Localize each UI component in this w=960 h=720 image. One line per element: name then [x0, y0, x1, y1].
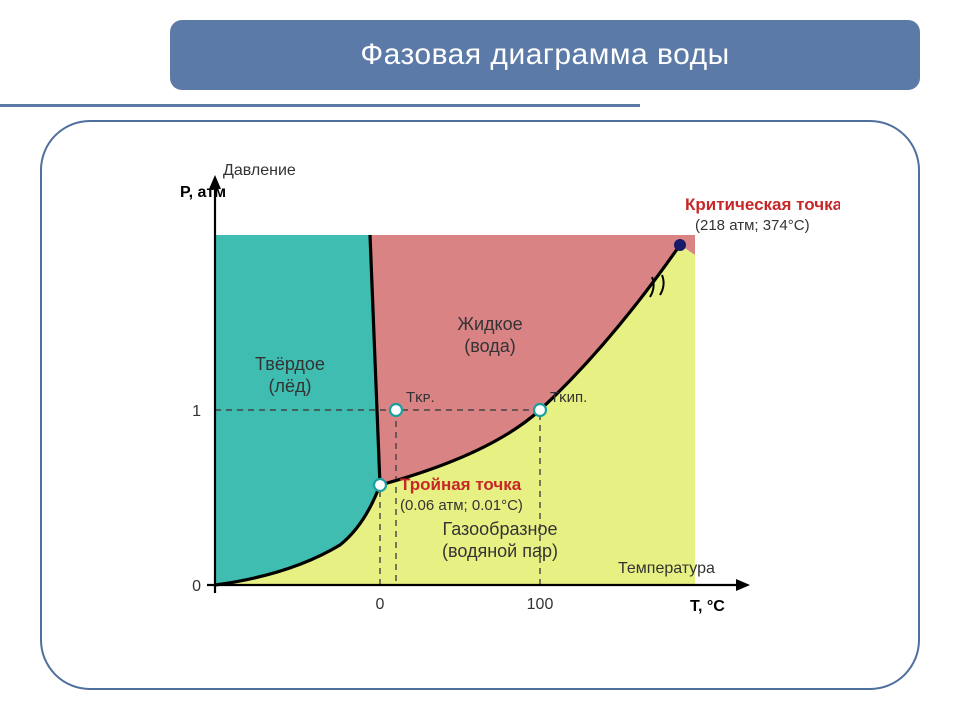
- x-axis-title-1: Температура: [618, 560, 715, 577]
- x-tick-label: 100: [527, 596, 554, 613]
- y-tick-label: 0: [192, 578, 201, 595]
- critical-point-marker: [675, 240, 686, 251]
- y-axis-title-2: P, атм: [180, 184, 226, 201]
- x-axis-arrow: [736, 579, 750, 591]
- tkip-point-marker: [534, 404, 546, 416]
- triple-point-title: Тройная точка: [400, 475, 522, 494]
- triple-point-marker: [374, 479, 386, 491]
- region-solid-label-2: (лёд): [268, 376, 311, 396]
- phase-diagram: 0 1 0 100 Давление P, атм Температура T, °C Твёр…: [140, 155, 840, 655]
- tkr-label: Tᴋᴘ.: [406, 389, 435, 406]
- y-axis-title-1: Давление: [223, 162, 296, 179]
- title-underline: [0, 104, 640, 107]
- region-liquid-label-1: Жидкое: [457, 314, 522, 334]
- x-tick-label: 0: [376, 596, 385, 613]
- region-gas-label-2: (водяной пар): [442, 541, 558, 561]
- critical-point-subtitle: (218 атм; 374°C): [695, 217, 810, 234]
- critical-point-title: Критическая точка: [685, 195, 840, 214]
- slide-title-bar: Фазовая диаграмма воды: [170, 20, 920, 90]
- tkip-label: Tᴋᴎп.: [550, 389, 587, 406]
- triple-point-subtitle: (0.06 атм; 0.01°C): [400, 497, 523, 514]
- region-gas-label-1: Газообразное: [443, 519, 558, 539]
- x-axis-title-2: T, °C: [690, 598, 725, 615]
- tkr-point-marker: [390, 404, 402, 416]
- slide-title: Фазовая диаграмма воды: [360, 38, 729, 72]
- y-tick-label: 1: [192, 403, 201, 420]
- region-solid-label-1: Твёрдое: [255, 354, 325, 374]
- region-liquid-label-2: (вода): [464, 336, 515, 356]
